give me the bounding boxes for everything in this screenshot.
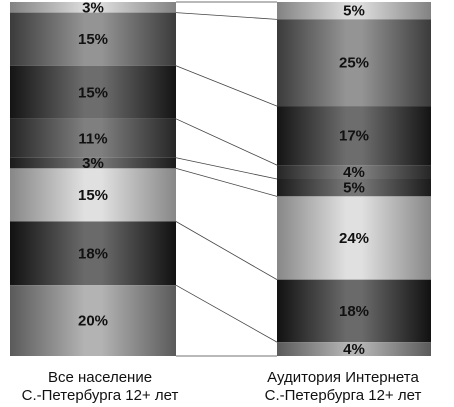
data-label: 25%: [339, 55, 369, 72]
bar-segment: [277, 342, 431, 356]
category-label-total-population: Все население С.-Петербурга 12+ лет: [0, 369, 200, 405]
category-label-line-1: Аудитория Интернета: [267, 369, 419, 386]
bar-segment: [10, 65, 176, 119]
segment-labels: 3%15%15%11%3%15%18%20%5%25%17%4%5%24%18%…: [78, 0, 369, 358]
data-label: 5%: [343, 3, 365, 20]
bar-segment: [10, 221, 176, 286]
connector-line: [175, 118, 278, 166]
connector-line: [175, 65, 278, 107]
data-label: 15%: [78, 187, 108, 204]
connector-line: [175, 284, 278, 343]
data-label: 11%: [78, 130, 107, 147]
data-label: 3%: [82, 0, 104, 16]
data-label: 18%: [78, 245, 108, 262]
bar-segment: [10, 157, 176, 169]
bar-segment: [277, 279, 431, 343]
connector-line: [175, 221, 278, 280]
data-label: 15%: [78, 31, 108, 48]
bar-segment: [277, 165, 431, 179]
bar-segment: [277, 19, 431, 107]
bar-segment: [10, 118, 176, 158]
data-label: 17%: [339, 128, 369, 145]
connector-lines: [175, 1, 278, 357]
bar-segment: [10, 285, 176, 356]
connector-line: [175, 12, 278, 20]
data-label: 4%: [343, 341, 365, 358]
bars: [10, 2, 431, 356]
data-label: 5%: [343, 180, 365, 197]
category-label-line-2: С.-Петербурга 12+ лет: [21, 387, 179, 404]
data-label: 24%: [339, 230, 369, 247]
bar-segment: [277, 2, 431, 20]
data-label: 15%: [78, 84, 108, 101]
category-label-line-1: Все население: [47, 369, 153, 386]
bar-segment: [10, 2, 176, 13]
bar-segment: [277, 196, 431, 280]
category-label-internet-audience: Аудитория Интернета С.-Петербурга 12+ ле…: [232, 369, 454, 405]
data-label: 18%: [339, 303, 369, 320]
bar-segment: [277, 179, 431, 197]
data-label: 20%: [78, 313, 108, 330]
connector-line: [175, 157, 278, 180]
data-label: 4%: [343, 164, 365, 181]
bar-segment: [10, 12, 176, 66]
bar-segment: [10, 168, 176, 222]
bar-segment: [277, 106, 431, 166]
connector-line: [175, 167, 278, 197]
category-label-line-2: С.-Петербурга 12+ лет: [264, 387, 422, 404]
data-label: 3%: [82, 155, 104, 172]
